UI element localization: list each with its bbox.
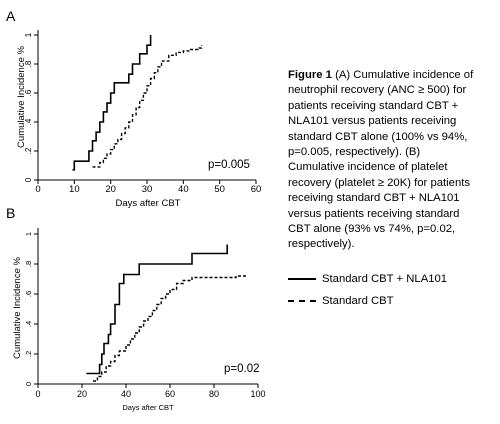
panel-a-y-tick-label: .2 bbox=[24, 147, 33, 154]
panel-a-y-tick-label: .8 bbox=[24, 60, 33, 67]
panel-a-x-tick-label: 50 bbox=[214, 184, 225, 195]
panel-b-y-tick-label: 0 bbox=[24, 382, 33, 386]
panel-a-x-tick-label: 0 bbox=[35, 184, 40, 195]
panel-a-series-nla101-line bbox=[72, 35, 152, 171]
figure-caption-title: Figure 1 bbox=[288, 69, 332, 81]
panel-a-label: A bbox=[6, 8, 16, 24]
figure-caption: Figure 1 (A) Cumulative incidence of neu… bbox=[288, 68, 478, 253]
panel-a-p-value: p=0.005 bbox=[208, 159, 250, 171]
panel-a-x-axis-label: Days after CBT bbox=[116, 198, 181, 209]
panel-a-x-tick-label: 30 bbox=[142, 184, 153, 195]
panel-b-series-standard-line bbox=[93, 275, 247, 382]
panel-b-x-tick-label: 80 bbox=[209, 389, 219, 399]
panel-a-y-tick-label: 0 bbox=[24, 177, 33, 182]
panel-b: B Cumulative Incidence % Days after CBT … bbox=[6, 205, 266, 412]
panel-b-p-value: p=0.02 bbox=[224, 363, 260, 375]
panel-a-y-axis-label: Cumulative Incidence % bbox=[16, 45, 27, 147]
panel-a-series bbox=[72, 35, 203, 171]
panel-a-y-tick-label: .4 bbox=[24, 118, 33, 125]
legend-item-nla101: Standard CBT + NLA101 bbox=[288, 268, 447, 290]
panel-b-series bbox=[86, 244, 247, 382]
panel-a-x-tick-label: 40 bbox=[178, 184, 189, 195]
panel-a-y-tick-label: .6 bbox=[24, 89, 33, 96]
panel-b-x-tick-label: 20 bbox=[77, 389, 87, 399]
panel-b-y-tick-label: 1 bbox=[24, 232, 33, 236]
legend: Standard CBT + NLA101 Standard CBT bbox=[288, 268, 447, 312]
panel-b-series-nla101-line bbox=[86, 244, 228, 375]
panel-a-y-tick-label: 1 bbox=[24, 32, 33, 37]
panel-b-x-tick-label: 0 bbox=[35, 389, 40, 399]
panel-b-x-tick-label: 60 bbox=[165, 389, 175, 399]
panel-b-x-tick-label: 40 bbox=[121, 389, 131, 399]
panel-a-x-tick-label: 60 bbox=[251, 184, 262, 195]
panel-b-y-tick-label: .2 bbox=[24, 351, 33, 357]
panel-a-series-standard-line bbox=[92, 45, 203, 168]
panel-a-axes: 0 10 20 30 40 50 60 0 .2 .4 .6 .8 1 bbox=[24, 30, 261, 195]
panel-a-x-tick-label: 10 bbox=[69, 184, 80, 195]
legend-label-nla101: Standard CBT + NLA101 bbox=[322, 273, 448, 285]
panel-b-label: B bbox=[6, 205, 15, 221]
panel-b-y-tick-label: .6 bbox=[24, 291, 33, 297]
legend-swatch-solid bbox=[288, 278, 316, 280]
panel-b-x-axis-label: Days after CBT bbox=[122, 403, 174, 412]
legend-swatch-dashed bbox=[288, 300, 316, 302]
panel-b-y-axis-label: Cumulative Incidence % bbox=[12, 256, 23, 358]
panel-a: A Cumulative Incidence % Days after CBT … bbox=[6, 8, 261, 209]
panel-b-y-tick-label: .8 bbox=[24, 261, 33, 267]
figure-caption-text: (A) Cumulative incidence of neutrophil r… bbox=[288, 69, 474, 251]
panel-b-x-tick-label: 100 bbox=[250, 389, 265, 399]
panel-b-axes: 0 20 40 60 80 100 0 .2 .4 .6 .8 1 bbox=[24, 228, 266, 399]
legend-item-standard: Standard CBT bbox=[288, 290, 447, 312]
panel-a-x-tick-label: 20 bbox=[105, 184, 116, 195]
legend-label-standard: Standard CBT bbox=[322, 295, 394, 307]
panel-b-y-tick-label: .4 bbox=[24, 321, 33, 327]
